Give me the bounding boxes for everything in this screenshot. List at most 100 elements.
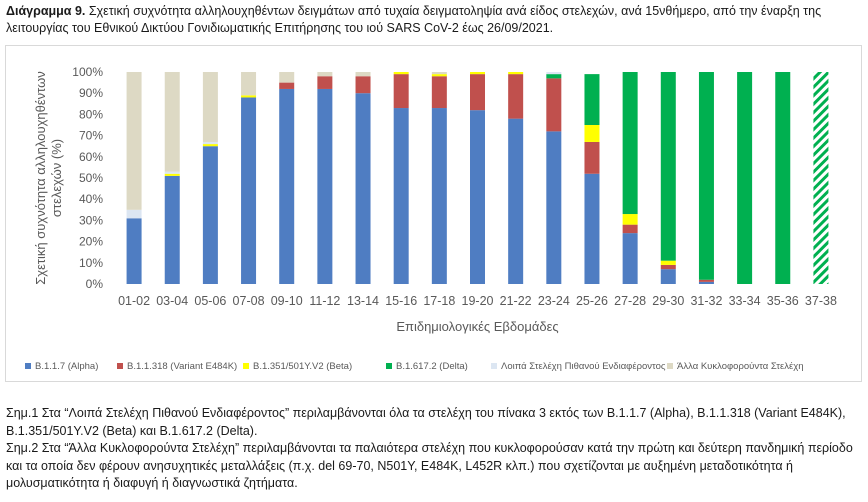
caption-text: Σχετική συχνότητα αλληλουχηθέντων δειγμά… xyxy=(6,4,822,35)
y-tick-label: 90% xyxy=(79,86,103,100)
bar-segment xyxy=(622,233,638,284)
x-tick-label: 23-24 xyxy=(538,294,570,308)
bar-segment xyxy=(737,72,753,284)
bar-segment xyxy=(470,110,485,284)
legend-swatch xyxy=(667,363,673,369)
bar-segment xyxy=(546,131,562,284)
bar-segment xyxy=(698,281,714,284)
legend-entry: B.1.351/501Y.V2 (Beta) xyxy=(243,361,352,372)
bar-segment xyxy=(317,72,333,77)
bar-segment xyxy=(355,72,371,77)
x-tick-label: 21-22 xyxy=(500,294,532,308)
bar-segment xyxy=(393,74,409,109)
bar-segment xyxy=(660,72,676,261)
legend-swatch xyxy=(243,363,249,369)
bar-segment xyxy=(431,74,447,77)
bar-segment xyxy=(164,171,180,174)
bar-segment xyxy=(279,72,295,83)
y-tick-label: 60% xyxy=(79,150,103,164)
bar-segment xyxy=(698,279,714,282)
y-tick-label: 40% xyxy=(79,192,103,206)
legend-swatch xyxy=(25,363,31,369)
legend-label: Άλλα Κυκλοφορούντα Στελέχη xyxy=(677,361,804,372)
y-tick-label: 80% xyxy=(79,107,103,121)
bar-segment xyxy=(393,72,409,75)
bar-segment xyxy=(622,224,638,234)
x-tick-label: 03-04 xyxy=(156,294,188,308)
bar-segment xyxy=(622,214,638,225)
bar-segment xyxy=(431,76,447,109)
bar-segment xyxy=(431,72,447,75)
y-tick-label: 0% xyxy=(86,277,104,291)
legend-label: B.1.1.318 (Variant E484K) xyxy=(127,361,237,372)
x-tick-label: 11-12 xyxy=(309,294,340,308)
y-tick-label: 70% xyxy=(79,129,103,143)
legend-entry: B.1.1.318 (Variant E484K) xyxy=(117,361,237,372)
y-tick-label: 20% xyxy=(79,235,103,249)
bar-segment xyxy=(660,269,676,284)
bar-segment xyxy=(241,97,257,284)
bar-segment xyxy=(202,146,218,284)
legend-entry: B.1.617.2 (Delta) xyxy=(386,361,468,372)
x-tick-label: 37-38 xyxy=(805,294,837,308)
legend-entry: Άλλα Κυκλοφορούντα Στελέχη xyxy=(667,361,804,372)
bar-segment xyxy=(546,74,562,79)
legend-label: B.1.617.2 (Delta) xyxy=(396,361,468,372)
bar-segment xyxy=(164,175,180,284)
legend-label: Λοιπά Στελέχη Πιθανού Ενδιαφέροντος xyxy=(501,361,666,372)
bar-segment xyxy=(698,72,714,280)
bar-segment xyxy=(202,72,218,142)
y-tick-label: 30% xyxy=(79,213,103,227)
bar-segment xyxy=(202,141,218,145)
bar-segment xyxy=(355,93,371,284)
legend-label: B.1.1.7 (Alpha) xyxy=(35,361,98,372)
note-1: Σημ.1 Στα “Λοιπά Στελέχη Πιθανού Ενδιαφέ… xyxy=(6,406,846,438)
y-tick-label: 100% xyxy=(72,65,103,79)
bar-segment xyxy=(126,209,142,219)
x-tick-label: 19-20 xyxy=(462,294,494,308)
y-axis-title: Σχετική συχνότητα αλληλουχηθέντωνστελεχώ… xyxy=(33,71,64,285)
bar-segment xyxy=(470,72,485,75)
figure-caption: Διάγραμμα 9. Σχετική συχνότητα αλληλουχη… xyxy=(6,3,862,37)
x-tick-label: 09-10 xyxy=(271,294,303,308)
stacked-bar-chart: 0% 10% 20% 30% 40% 50% 60% 70% 80% 90% 100% 01-02 0… xyxy=(25,65,837,372)
legend-swatch xyxy=(117,363,123,369)
bar-segment xyxy=(164,173,180,176)
bar-segment xyxy=(393,108,409,284)
bar-segment xyxy=(584,141,600,174)
x-tick-label: 35-36 xyxy=(767,294,799,308)
x-tick-label: 01-02 xyxy=(118,294,150,308)
bar-segment xyxy=(431,108,447,284)
bar-segment xyxy=(317,76,333,89)
y-tick-label: 10% xyxy=(79,256,103,270)
y-tick-label: 50% xyxy=(79,171,103,185)
chart-frame xyxy=(5,45,862,382)
legend-entry: B.1.1.7 (Alpha) xyxy=(25,361,98,372)
x-tick-label: 27-28 xyxy=(614,294,646,308)
bar-segment xyxy=(355,76,371,94)
x-tick-label: 33-34 xyxy=(729,294,761,308)
bar-segment xyxy=(202,144,218,147)
note-2: Σημ.2 Στα “Άλλα Κυκλοφορούντα Στελέχη” π… xyxy=(6,441,853,490)
x-tick-label: 29-30 xyxy=(652,294,684,308)
bar-segment xyxy=(164,72,180,172)
bar-segment xyxy=(660,264,676,270)
bar-segment xyxy=(813,72,829,284)
legend-entry: Λοιπά Στελέχη Πιθανού Ενδιαφέροντος xyxy=(491,361,666,372)
bar-segment xyxy=(279,82,295,89)
x-axis-title: Επιδημιολογικές Εβδομάδες xyxy=(396,319,558,334)
x-tick-label: 07-08 xyxy=(233,294,265,308)
caption-prefix: Διάγραμμα 9. xyxy=(6,4,86,18)
notes: Σημ.1 Στα “Λοιπά Στελέχη Πιθανού Ενδιαφέ… xyxy=(6,405,862,493)
bar-segment xyxy=(546,78,562,132)
bar-segment xyxy=(584,173,600,284)
bar-segment xyxy=(279,88,295,285)
x-tick-label: 17-18 xyxy=(423,294,455,308)
x-tick-label: 25-26 xyxy=(576,294,608,308)
bar-segment xyxy=(241,95,257,98)
bar-segment xyxy=(508,118,524,284)
bar-segment xyxy=(584,74,600,125)
bar-segment xyxy=(508,72,524,75)
legend-label: B.1.351/501Y.V2 (Beta) xyxy=(253,361,352,372)
bar-segment xyxy=(126,218,142,284)
